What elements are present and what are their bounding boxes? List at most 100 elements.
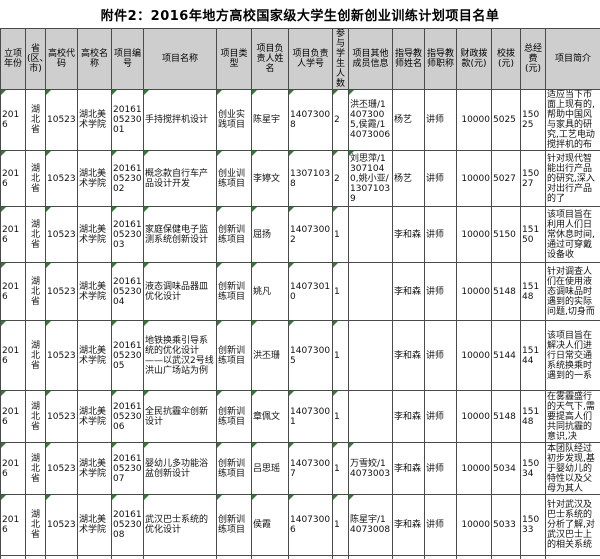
cell-summary: 在雾霾盛行的天气下,需要提高人们共同抗霾的意识,决	[545, 390, 600, 443]
cell-school_code: 10523	[45, 262, 78, 321]
cell-leader_name: 章佩文	[251, 390, 289, 443]
cell-school_code: 10523	[45, 442, 78, 495]
cell-summary: 本团队经过初步发现,基于婴幼儿的特性以及父母为其人	[545, 442, 600, 495]
projects-table: 立项年份省(区、市)高校代码高校名称项目编号项目名称项目类型项目负责人姓名项目负…	[0, 28, 600, 559]
cell-leader_id: 14073010	[288, 262, 333, 321]
column-header-leader_name: 项目负责人姓名	[251, 28, 289, 90]
cell-leader_name: 屈扬	[251, 206, 289, 263]
table-row: 2016 湖北省 10523 湖北美术学院 201610523004 液态调味品器皿优化设…	[0, 262, 600, 321]
cell-teacher_title: 讲师	[424, 89, 457, 151]
cell-project_name: 武汉巴士系统的优化设计	[143, 494, 217, 556]
table-row: 2016 湖北省 10523 湖北美术学院 201610523001 手持搅拌机设计 创业实…	[0, 89, 600, 151]
cell-project_name: 地铁换乘引导系统的优化设计——以武汉2号线洪山广场站为例	[143, 320, 217, 391]
cell-empty	[111, 555, 144, 559]
cell-project_type: 创新训练项目	[216, 262, 252, 321]
cell-school_fund: 5150	[491, 206, 521, 263]
column-header-project_no: 项目编号	[111, 28, 144, 90]
cell-members: 陈星宇/14073008	[348, 494, 393, 556]
table-row: 2016 湖北省 10523 湖北美术学院 201610523006 全民抗霾伞创新设计创…	[0, 390, 600, 443]
cell-project_no: 201610523006	[111, 390, 144, 443]
cell-project_no: 201610523003	[111, 206, 144, 263]
cell-total_fund: 15144	[520, 320, 546, 391]
cell-participants: 1	[332, 262, 349, 321]
cell-province: 湖北省	[25, 320, 46, 391]
cell-leader_name: 姚凡	[251, 262, 289, 321]
cell-leader_name: 侯霞	[251, 494, 289, 556]
cell-empty	[45, 555, 78, 559]
cell-leader_id: 14073008	[288, 89, 333, 151]
cell-project_no: 201610523004	[111, 262, 144, 321]
cell-empty	[545, 555, 600, 559]
cell-participants: 1	[332, 390, 349, 443]
cell-empty	[348, 555, 393, 559]
cell-leader_name: 陈星宇	[251, 89, 289, 151]
cell-participants: 1	[332, 320, 349, 391]
cell-total_fund: 15034	[520, 442, 546, 495]
cell-fiscal_fund: 10000	[456, 262, 492, 321]
cell-project_name: 家庭保健电子监测系统创新设计	[143, 206, 217, 263]
cell-leader_id: 13071038	[288, 150, 333, 207]
column-header-school_name: 高校名称	[77, 28, 112, 90]
cell-year: 2016	[0, 390, 26, 443]
cell-province: 湖北省	[25, 150, 46, 207]
cell-empty	[456, 555, 492, 559]
cell-school_name: 湖北美术学院	[77, 320, 112, 391]
cell-project_name: 手持搅拌机设计	[143, 89, 217, 151]
cell-school_name: 湖北美术学院	[77, 390, 112, 443]
cell-school_code: 10523	[45, 206, 78, 263]
cell-empty	[216, 555, 252, 559]
cell-participants: 2	[332, 150, 349, 207]
cell-leader_name: 吕思瑶	[251, 442, 289, 495]
cell-province: 湖北省	[25, 89, 46, 151]
cell-summary: 适应当下市面上现有的,帮助中国风与家具的研究,工艺电动搅拌机的布	[545, 89, 600, 151]
cell-school_code: 10523	[45, 150, 78, 207]
cell-project_no: 201610523008	[111, 494, 144, 556]
cell-year: 2016	[0, 262, 26, 321]
table-row: 2016 湖北省 10523 湖北美术学院 201610523002 概念款自行车产品设计…	[0, 150, 600, 207]
cell-teacher_title: 讲师	[424, 150, 457, 207]
table-row: 2016 湖北省 10523 湖北美术学院 201610523005 地铁换乘引导系统的优…	[0, 320, 600, 391]
cell-project_no: 201610523005	[111, 320, 144, 391]
cell-project_name: 婴幼儿多功能浴盆创新设计	[143, 442, 217, 495]
cell-project_type: 创新训练项目	[216, 320, 252, 391]
cell-school_name: 湖北美术学院	[77, 494, 112, 556]
cell-total_fund: 15025	[520, 89, 546, 151]
cell-year: 2016	[0, 206, 26, 263]
cell-project_no: 201610523002	[111, 150, 144, 207]
cell-summary: 针对武汉及巴士系统的分析了解,对武汉巴士上的相关系统	[545, 494, 600, 556]
table-row: 2016 湖北省 10523 湖北美术学院 201610523008 武汉巴士系统的优化设…	[0, 494, 600, 556]
cell-fiscal_fund: 10000	[456, 390, 492, 443]
cell-teacher_title: 讲师	[424, 390, 457, 443]
cell-project_no: 201610523007	[111, 442, 144, 495]
column-header-project_type: 项目类型	[216, 28, 252, 90]
cell-leader_id: 14073007	[288, 442, 333, 495]
table-row-partial	[0, 555, 600, 559]
cell-empty	[251, 555, 289, 559]
column-header-leader_id: 项目负责人学号	[288, 28, 333, 90]
cell-teacher_name: 李和森	[392, 494, 425, 556]
cell-empty	[288, 555, 333, 559]
cell-empty	[424, 555, 457, 559]
cell-teacher_name: 杨艺	[392, 89, 425, 151]
cell-project_type: 创业训练项目	[216, 150, 252, 207]
cell-school_fund: 5148	[491, 390, 521, 443]
cell-school_fund: 5033	[491, 494, 521, 556]
cell-participants: 1	[332, 206, 349, 263]
cell-members	[348, 390, 393, 443]
cell-province: 湖北省	[25, 390, 46, 443]
cell-summary: 该项目旨在利用人们日常休息时间,通过可穿戴设备收	[545, 206, 600, 263]
cell-school_name: 湖北美术学院	[77, 262, 112, 321]
cell-school_code: 10523	[45, 320, 78, 391]
cell-empty	[0, 555, 26, 559]
cell-participants: 1	[332, 442, 349, 495]
cell-fiscal_fund: 10000	[456, 320, 492, 391]
column-header-school_code: 高校代码	[45, 28, 78, 90]
cell-total_fund: 15033	[520, 494, 546, 556]
cell-project_type: 创业实践项目	[216, 89, 252, 151]
cell-members	[348, 206, 393, 263]
cell-leader_name: 李婷文	[251, 150, 289, 207]
table-row: 2016 湖北省 10523 湖北美术学院 201610523007 婴幼儿多功能浴盆创新…	[0, 442, 600, 495]
column-header-participants: 参与学生人数	[332, 28, 349, 90]
column-header-members: 项目其他成员信息	[348, 28, 393, 90]
